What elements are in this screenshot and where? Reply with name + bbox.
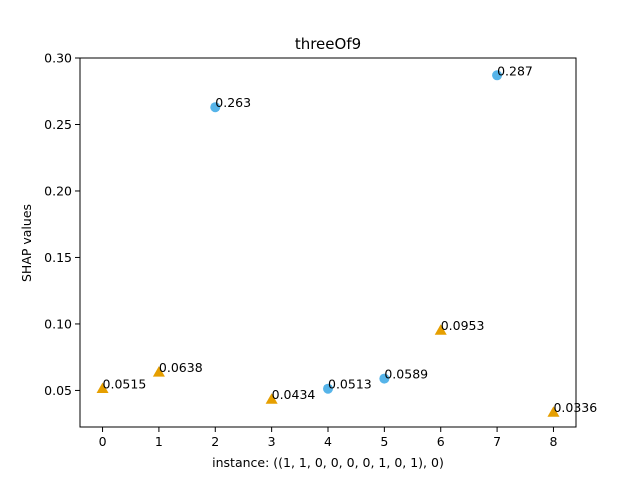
x-tick-label: 7 bbox=[493, 434, 501, 449]
x-tick-label: 0 bbox=[99, 434, 107, 449]
chart-title: threeOf9 bbox=[295, 35, 361, 53]
y-tick-label: 0.10 bbox=[44, 316, 72, 331]
x-tick-label: 4 bbox=[324, 434, 332, 449]
x-axis: 0 1 2 3 4 5 6 7 8 bbox=[99, 427, 557, 449]
data-point-triangle bbox=[547, 406, 560, 417]
data-label: 0.263 bbox=[215, 95, 251, 110]
data-label: 0.287 bbox=[497, 63, 533, 78]
y-tick-label: 0.05 bbox=[44, 383, 72, 398]
x-tick-label: 6 bbox=[437, 434, 445, 449]
y-axis: 0.05 0.10 0.15 0.20 0.25 0.30 bbox=[44, 51, 80, 398]
y-tick-label: 0.20 bbox=[44, 183, 72, 198]
data-label: 0.0953 bbox=[441, 318, 485, 333]
x-tick-label: 8 bbox=[549, 434, 557, 449]
y-tick-label: 0.15 bbox=[44, 250, 72, 265]
data-point-triangle bbox=[152, 366, 165, 377]
plot-frame bbox=[79, 57, 577, 428]
y-axis-label: SHAP values bbox=[19, 204, 34, 282]
data-point-triangle bbox=[265, 393, 278, 404]
data-point-circle bbox=[210, 102, 221, 113]
x-tick-label: 5 bbox=[380, 434, 388, 449]
y-tick-label: 0.30 bbox=[44, 51, 72, 66]
data-label: 0.0638 bbox=[159, 360, 203, 375]
data-label: 0.0589 bbox=[384, 367, 428, 382]
x-axis-label: instance: ((1, 1, 0, 0, 0, 0, 1, 0, 1), … bbox=[212, 455, 444, 470]
data-label: 0.0513 bbox=[328, 377, 372, 392]
x-tick-label: 1 bbox=[155, 434, 163, 449]
x-tick-label: 3 bbox=[268, 434, 276, 449]
y-tick-label: 0.25 bbox=[44, 117, 72, 132]
data-point-triangle bbox=[434, 324, 447, 335]
data-label: 0.0515 bbox=[103, 376, 147, 391]
data-point-circle bbox=[492, 70, 503, 81]
data-point-circle bbox=[323, 383, 333, 394]
plot-area: 0.0515 0.0638 0.263 0.0434 0.0513 0.0589 0.095… bbox=[96, 63, 597, 417]
data-label: 0.0336 bbox=[553, 400, 597, 415]
data-point-circle bbox=[379, 373, 390, 384]
data-label: 0.0434 bbox=[272, 387, 316, 402]
data-point-triangle bbox=[96, 382, 109, 393]
x-tick-label: 2 bbox=[211, 434, 219, 449]
